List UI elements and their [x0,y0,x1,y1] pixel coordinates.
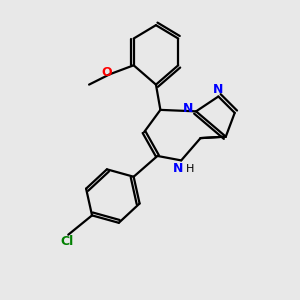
Text: O: O [102,66,112,79]
Text: Cl: Cl [60,235,74,248]
Text: H: H [186,164,194,174]
Text: N: N [173,162,183,175]
Text: N: N [213,83,224,97]
Text: N: N [183,102,193,115]
